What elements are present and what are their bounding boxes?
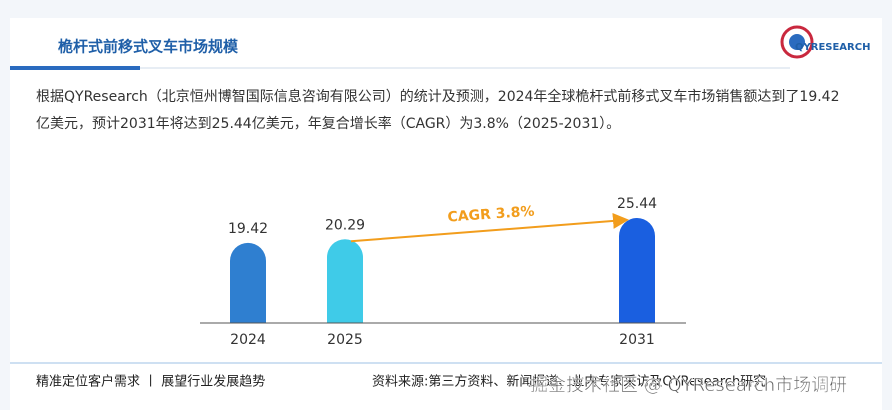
bar bbox=[327, 239, 363, 323]
footer-source: 资料来源:第三方资料、新闻报道、业内专家采访及QYResearch研究 bbox=[372, 374, 766, 390]
cagr-label: CAGR 3.8% bbox=[447, 204, 535, 226]
value-label: 25.44 bbox=[617, 196, 657, 212]
logo-mark bbox=[780, 25, 814, 59]
watermark: 掘金技术社区 @ QYResearch市场调研 bbox=[530, 375, 847, 396]
title-accent bbox=[10, 66, 140, 70]
value-label: 19.42 bbox=[228, 221, 268, 237]
x-tick-label: 2024 bbox=[230, 332, 266, 348]
card bbox=[10, 18, 882, 410]
footer-left: 精准定位客户需求 丨 展望行业发展趋势 bbox=[36, 374, 265, 390]
logo-text: QYRESEARCH bbox=[795, 42, 870, 53]
bar bbox=[230, 242, 266, 323]
x-tick-label: 2025 bbox=[327, 332, 363, 348]
cagr-arrow bbox=[350, 212, 629, 243]
logo-mark bbox=[789, 34, 805, 50]
bar bbox=[619, 218, 655, 323]
description-box: 根据QYResearch（北京恒州博智国际信息咨询有限公司）的统计及预测，202… bbox=[36, 89, 840, 132]
description: 根据QYResearch（北京恒州博智国际信息咨询有限公司）的统计及预测，202… bbox=[36, 89, 840, 132]
x-tick-label: 2031 bbox=[619, 332, 655, 348]
title: 桅杆式前移式叉车市场规模 bbox=[58, 38, 239, 56]
value-label: 20.29 bbox=[325, 217, 365, 233]
